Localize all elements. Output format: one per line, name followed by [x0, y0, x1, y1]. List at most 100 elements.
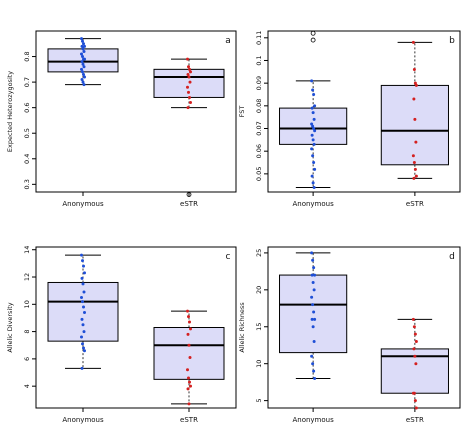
y-tick-label: 0.05 — [255, 167, 263, 181]
data-point — [188, 320, 191, 324]
data-point — [82, 264, 85, 268]
data-point — [313, 129, 317, 133]
data-point — [81, 39, 84, 43]
data-point — [186, 309, 189, 313]
data-point — [414, 140, 418, 144]
data-point — [311, 280, 315, 284]
data-point — [310, 122, 314, 126]
outlier-point — [186, 192, 192, 197]
x-tick-label: eSTR — [406, 200, 424, 208]
y-tick-label: 0.07 — [255, 121, 263, 135]
data-point — [312, 369, 316, 373]
data-point — [186, 106, 190, 110]
y-tick-label: 6 — [23, 357, 31, 361]
data-point — [311, 303, 315, 307]
data-point — [312, 185, 316, 189]
data-point — [81, 282, 85, 286]
data-point — [312, 288, 316, 292]
y-tick-label: 0.1 — [255, 55, 263, 65]
data-point — [411, 40, 415, 44]
y-tick-label: 4 — [23, 384, 31, 388]
y-tick-label: 10 — [23, 300, 31, 308]
box-estr — [380, 41, 449, 179]
data-point — [412, 391, 416, 395]
data-point — [186, 368, 189, 372]
panel-letter: c — [226, 252, 231, 262]
x-tick-label: Anonymous — [292, 200, 334, 208]
data-point — [313, 167, 317, 171]
data-point — [186, 57, 189, 61]
x-tick-label: eSTR — [406, 416, 424, 424]
data-point — [80, 253, 83, 257]
data-point — [188, 67, 191, 71]
data-point — [311, 88, 315, 92]
data-point — [81, 55, 84, 59]
data-point — [187, 65, 190, 69]
data-point — [80, 37, 83, 41]
outlier-point — [310, 37, 316, 43]
data-point — [80, 335, 83, 339]
data-point — [310, 106, 314, 110]
y-tick-label: 0.11 — [255, 31, 263, 45]
y-tick-label: 12 — [23, 273, 31, 281]
data-point — [413, 399, 417, 403]
data-point — [414, 362, 418, 366]
data-point — [81, 323, 85, 327]
data-point — [80, 44, 84, 48]
plot-frame — [267, 246, 461, 409]
data-point — [312, 117, 316, 121]
data-point — [313, 104, 317, 108]
box-anonymous — [279, 30, 348, 188]
data-point — [312, 127, 316, 131]
box-anonymous — [279, 252, 348, 379]
data-point — [81, 80, 85, 84]
data-point — [311, 181, 315, 185]
data-point — [83, 271, 86, 275]
data-point — [412, 97, 416, 101]
data-point — [83, 310, 86, 314]
data-point — [188, 356, 192, 360]
y-axis-title: Allelic Richness — [238, 302, 246, 353]
data-point — [414, 406, 418, 410]
box-estr — [153, 310, 225, 405]
data-point — [412, 347, 416, 351]
y-tick-label: 0.5 — [23, 128, 31, 138]
y-tick-label: 20 — [255, 286, 263, 294]
y-tick-label: 0.3 — [23, 179, 31, 189]
data-point — [310, 273, 314, 277]
data-point — [80, 276, 84, 280]
y-tick-label: 0.08 — [255, 99, 263, 113]
data-point — [313, 317, 317, 321]
plot-frame — [35, 30, 237, 193]
data-point — [81, 70, 84, 74]
data-point — [413, 81, 417, 85]
data-point — [80, 52, 83, 56]
data-point — [81, 259, 84, 263]
data-point — [311, 362, 315, 366]
data-point — [186, 332, 190, 336]
data-point — [413, 332, 417, 336]
data-point — [310, 295, 314, 299]
y-tick-label: 0.8 — [23, 51, 31, 61]
data-point — [81, 62, 85, 66]
data-point — [80, 67, 83, 71]
data-point — [311, 258, 315, 262]
data-point — [414, 340, 418, 344]
data-point — [82, 49, 86, 53]
data-point — [80, 78, 84, 82]
data-point — [81, 47, 85, 51]
data-point — [189, 384, 192, 388]
data-point — [187, 90, 190, 94]
x-tick-label: eSTR — [180, 200, 198, 208]
data-point — [82, 346, 85, 350]
panel-b: 0.05 0.06 0.07 0.08 0.09 0.1 0.11 FST b Anonymous… — [238, 30, 461, 208]
data-point — [186, 85, 189, 89]
y-tick-label: 5 — [255, 399, 263, 403]
data-point — [310, 174, 314, 178]
data-point — [411, 154, 415, 158]
data-point — [311, 154, 315, 158]
data-point — [414, 83, 418, 87]
data-point — [311, 111, 315, 115]
x-tick-label: eSTR — [180, 416, 198, 424]
